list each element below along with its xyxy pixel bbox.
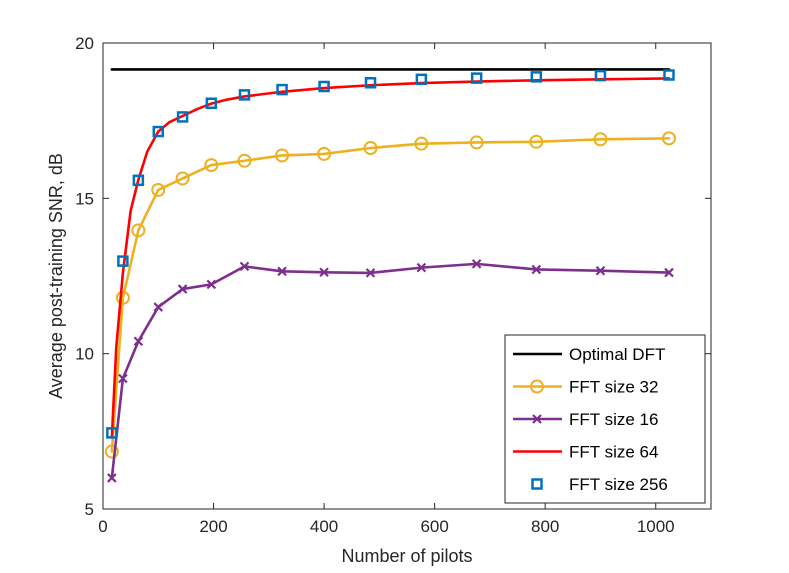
data-point-fft-size-32 bbox=[237, 153, 252, 168]
data-point-fft-size-16 bbox=[118, 373, 128, 384]
data-point-fft-size-256 bbox=[594, 69, 607, 82]
data-point-fft-size-256 bbox=[470, 72, 483, 84]
data-point-fft-size-32 bbox=[131, 223, 146, 238]
data-point-fft-size-16 bbox=[133, 336, 144, 347]
legend-label: Optimal DFT bbox=[569, 345, 665, 364]
data-point-fft-size-256 bbox=[238, 89, 251, 101]
y-tick-label: 10 bbox=[75, 345, 94, 364]
y-tick-label: 5 bbox=[85, 500, 94, 519]
data-point-fft-size-16 bbox=[177, 284, 188, 294]
legend-label: FFT size 16 bbox=[569, 410, 658, 429]
legend-marker bbox=[530, 379, 544, 394]
series-layer bbox=[104, 68, 676, 483]
legend: Optimal DFT FFT size 32 FFT size 16 FFT siz… bbox=[504, 334, 706, 504]
data-point-fft-size-16 bbox=[416, 262, 427, 273]
data-point-fft-size-256 bbox=[117, 255, 129, 267]
data-point-fft-size-32 bbox=[469, 135, 484, 150]
x-axis: 0 200 400 600 800 1000 bbox=[98, 43, 675, 536]
data-point-fft-size-16 bbox=[239, 261, 250, 272]
data-point-fft-size-256 bbox=[106, 427, 118, 439]
legend-entry-fft-size-32: FFT size 32 bbox=[513, 378, 658, 397]
data-point-fft-size-16 bbox=[206, 279, 217, 290]
x-axis-title: Number of pilots bbox=[341, 546, 472, 566]
data-point-fft-size-256 bbox=[318, 80, 330, 93]
series-fft-size-256 bbox=[106, 69, 675, 439]
series-fft-size-64 bbox=[110, 77, 671, 439]
x-tick-label: 600 bbox=[420, 517, 448, 536]
data-point-fft-size-256 bbox=[364, 77, 377, 89]
x-tick-label: 800 bbox=[531, 517, 559, 536]
data-point-fft-size-16 bbox=[595, 265, 606, 276]
data-point-fft-size-16 bbox=[365, 268, 376, 278]
legend-entry-fft-size-64: FFT size 64 bbox=[513, 443, 658, 462]
data-point-fft-size-256 bbox=[152, 125, 165, 138]
y-axis: 5 10 15 20 bbox=[75, 34, 711, 519]
y-axis-title: Average post-training SNR, dB bbox=[46, 153, 66, 399]
y-tick-label: 15 bbox=[75, 189, 94, 208]
legend-entry-optimal-dft: Optimal DFT bbox=[513, 345, 665, 364]
legend-marker bbox=[532, 414, 542, 424]
legend-label: FFT size 256 bbox=[569, 475, 668, 494]
data-point-fft-size-16 bbox=[277, 266, 287, 277]
data-point-fft-size-32 bbox=[115, 290, 130, 305]
data-point-fft-size-32 bbox=[317, 146, 332, 161]
data-point-fft-size-16 bbox=[153, 302, 164, 312]
data-point-fft-size-16 bbox=[664, 267, 674, 278]
data-point-fft-size-32 bbox=[151, 182, 166, 197]
x-tick-label: 1000 bbox=[637, 517, 675, 536]
data-point-fft-size-32 bbox=[593, 132, 608, 147]
data-point-fft-size-256 bbox=[276, 83, 288, 96]
y-tick-label: 20 bbox=[75, 34, 94, 53]
data-point-fft-size-256 bbox=[415, 73, 428, 86]
data-point-fft-size-256 bbox=[530, 71, 543, 83]
series-line-fft-size-32 bbox=[110, 137, 671, 453]
data-point-fft-size-32 bbox=[661, 131, 676, 146]
legend-entry-fft-size-16: FFT size 16 bbox=[513, 410, 658, 429]
legend-label: FFT size 32 bbox=[569, 378, 658, 397]
data-point-fft-size-16 bbox=[107, 473, 117, 483]
x-tick-label: 0 bbox=[98, 517, 107, 536]
legend-entry-fft-size-256: FFT size 256 bbox=[531, 475, 668, 494]
data-point-fft-size-32 bbox=[275, 148, 290, 163]
series-fft-size-16 bbox=[107, 259, 674, 483]
data-point-fft-size-32 bbox=[414, 136, 429, 151]
series-line-fft-size-64 bbox=[110, 77, 671, 439]
data-point-fft-size-256 bbox=[176, 111, 189, 123]
data-point-fft-size-32 bbox=[104, 444, 119, 459]
data-point-fft-size-32 bbox=[529, 134, 544, 149]
x-tick-label: 200 bbox=[199, 517, 227, 536]
data-point-fft-size-16 bbox=[471, 259, 482, 269]
data-point-fft-size-256 bbox=[663, 69, 675, 81]
data-point-fft-size-256 bbox=[205, 97, 218, 110]
series-fft-size-32 bbox=[104, 131, 676, 459]
data-point-fft-size-32 bbox=[204, 158, 219, 173]
data-point-fft-size-16 bbox=[319, 267, 329, 278]
legend-label: FFT size 64 bbox=[569, 443, 658, 462]
data-point-fft-size-256 bbox=[132, 174, 145, 187]
data-point-fft-size-32 bbox=[175, 171, 190, 186]
legend-marker bbox=[531, 478, 543, 490]
data-point-fft-size-32 bbox=[363, 141, 378, 156]
x-tick-label: 400 bbox=[310, 517, 338, 536]
data-point-fft-size-16 bbox=[531, 264, 542, 275]
